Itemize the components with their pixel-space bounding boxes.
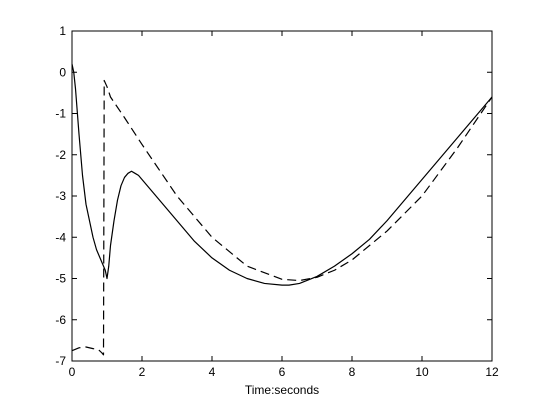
- y-tick-label: 1: [59, 24, 66, 38]
- x-tick-label: 12: [485, 365, 499, 379]
- series-layer: [71, 63, 493, 356]
- y-tick-label: -2: [55, 148, 66, 162]
- solid-series-line: [71, 63, 493, 286]
- x-tick-label: 6: [279, 365, 286, 379]
- y-tick-label: -4: [55, 230, 66, 244]
- y-tick-label: 0: [59, 65, 66, 79]
- x-axis-title: Time:seconds: [245, 383, 319, 397]
- x-tick-label: 10: [415, 365, 429, 379]
- y-tick-label: -5: [55, 272, 66, 286]
- x-tick-label: 0: [69, 365, 76, 379]
- x-tick-label: 8: [349, 365, 356, 379]
- y-tick-label: -7: [55, 354, 66, 368]
- plot-area: [71, 30, 493, 362]
- x-tick-label: 2: [139, 365, 146, 379]
- dashed-series-line: [71, 79, 493, 356]
- y-tick-label: -3: [55, 189, 66, 203]
- y-tick-label: -6: [55, 313, 66, 327]
- x-tick-label: 4: [209, 365, 216, 379]
- y-tick-label: -1: [55, 107, 66, 121]
